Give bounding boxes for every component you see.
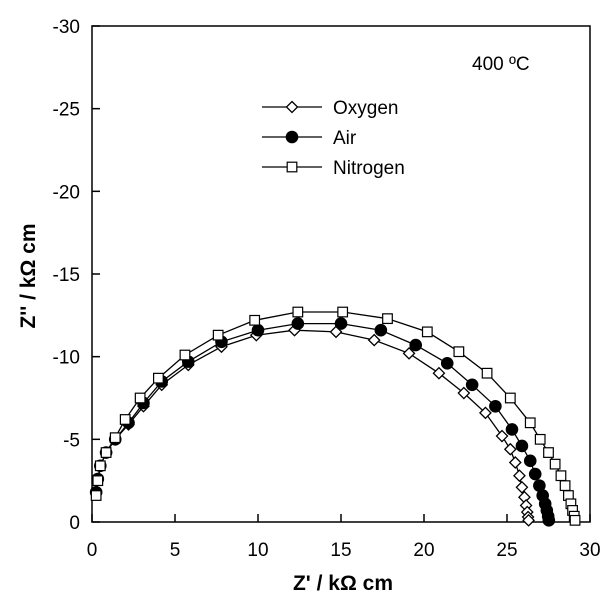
x-tick-label: 15 (330, 540, 351, 561)
y-axis-title: Z'' / kΩ cm (17, 223, 40, 328)
data-point-nitrogen (549, 458, 561, 470)
legend-item-oxygen: Oxygen (262, 98, 398, 119)
data-point-air (291, 317, 305, 330)
data-point-air (505, 423, 519, 436)
legend-item-nitrogen: Nitrogen (262, 158, 405, 179)
data-point-nitrogen (179, 349, 191, 361)
y-tick-label: -20 (53, 182, 80, 203)
axes-layer: 0 5 10 15 20 25 30 0 -5 -10 -15 -20 -25 -30 (53, 17, 601, 561)
data-point-oxygen (479, 406, 492, 420)
data-point-nitrogen (212, 329, 224, 341)
data-point-air (528, 467, 542, 481)
x-tick-label: 25 (496, 540, 517, 561)
data-point-air (334, 317, 348, 330)
data-point-air (409, 338, 423, 352)
x-tick-label: 30 (579, 540, 600, 561)
legend-item-air: Air (262, 128, 357, 149)
data-point-oxygen (515, 480, 529, 494)
data-point-nitrogen (100, 447, 112, 458)
legend: Oxygen Air Nitrogen (262, 98, 405, 179)
data-point-air (542, 514, 556, 527)
data-point-nitrogen (90, 490, 102, 501)
data-point-air (523, 454, 537, 468)
data-point-nitrogen (337, 306, 349, 318)
data-point-nitrogen (292, 306, 304, 318)
series-line-oxygen (95, 329, 530, 521)
data-point-air (465, 378, 479, 392)
data-point-air (374, 323, 388, 337)
data-point-oxygen (513, 469, 526, 483)
data-point-oxygen (432, 366, 446, 380)
data-point-nitrogen (92, 475, 104, 487)
legend-marker-oxygen (285, 100, 299, 114)
data-point-nitrogen (453, 346, 465, 358)
x-tick-label: 0 (87, 540, 98, 561)
y-tick-label: -5 (63, 430, 80, 451)
series-line-air (95, 322, 550, 521)
data-point-nitrogen (421, 326, 433, 338)
data-point-nitrogen (119, 414, 131, 425)
series-nitrogen (90, 306, 581, 526)
data-point-nitrogen (504, 392, 516, 404)
data-point-nitrogen (134, 392, 146, 404)
legend-marker-air (285, 130, 299, 144)
data-point-nitrogen (94, 460, 106, 472)
data-point-oxygen (522, 513, 535, 527)
x-tick-label: 10 (247, 540, 268, 561)
series-air (89, 317, 556, 527)
series-layer (89, 306, 581, 527)
data-point-oxygen (495, 429, 509, 443)
data-point-nitrogen (249, 314, 261, 326)
legend-label-oxygen: Oxygen (333, 98, 398, 119)
y-tick-label: -10 (53, 348, 80, 369)
data-point-oxygen (402, 346, 416, 360)
data-point-nitrogen (382, 313, 393, 325)
x-tick-label: 5 (170, 540, 181, 561)
legend-marker-nitrogen (286, 161, 298, 173)
data-point-air (515, 439, 529, 453)
data-point-air (251, 323, 265, 337)
data-point-oxygen (508, 456, 522, 469)
data-point-nitrogen (524, 417, 536, 429)
data-point-nitrogen (481, 367, 493, 379)
legend-label-nitrogen: Nitrogen (333, 158, 405, 179)
legend-label-air: Air (333, 128, 357, 149)
data-point-oxygen (457, 386, 471, 400)
y-tick-label: 0 (69, 513, 80, 534)
series-oxygen (89, 323, 535, 527)
y-tick-label: -25 (53, 100, 80, 121)
y-tick-label: -15 (53, 265, 80, 286)
x-axis-title: Z' / kΩ cm (293, 572, 393, 595)
data-point-nitrogen (534, 433, 546, 445)
data-point-nitrogen (555, 470, 567, 482)
data-point-nitrogen (559, 480, 571, 492)
data-point-nitrogen (153, 372, 164, 384)
data-point-nitrogen (569, 514, 581, 526)
data-point-air (440, 356, 454, 370)
temperature-annotation: 400 ºC (472, 54, 530, 75)
data-point-oxygen (503, 442, 517, 456)
y-tick-label: -30 (53, 17, 80, 38)
data-point-nitrogen (543, 447, 554, 458)
data-point-nitrogen (109, 432, 121, 444)
data-point-air (489, 399, 502, 413)
x-tick-label: 20 (413, 540, 434, 561)
data-point-oxygen (367, 333, 381, 347)
